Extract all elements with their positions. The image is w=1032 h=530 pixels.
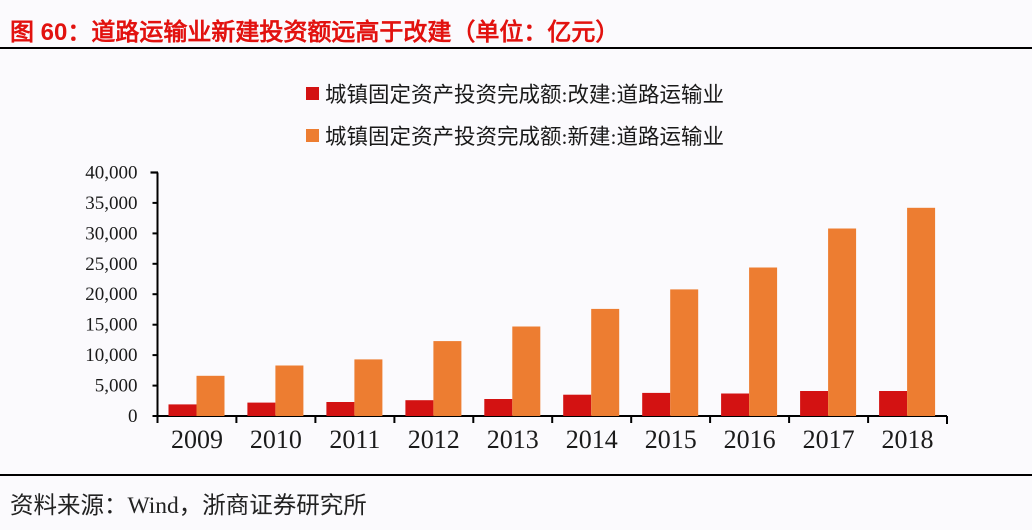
svg-text:2014: 2014 <box>566 425 618 454</box>
svg-text:2016: 2016 <box>724 425 776 454</box>
svg-text:2012: 2012 <box>408 425 460 454</box>
svg-text:30,000: 30,000 <box>85 223 137 244</box>
svg-text:0: 0 <box>128 406 138 427</box>
svg-text:20,000: 20,000 <box>85 284 137 305</box>
svg-text:2015: 2015 <box>645 425 697 454</box>
svg-text:25,000: 25,000 <box>85 254 137 275</box>
svg-text:35,000: 35,000 <box>85 193 137 214</box>
svg-text:2017: 2017 <box>803 425 855 454</box>
svg-text:40,000: 40,000 <box>85 163 137 184</box>
svg-text:10,000: 10,000 <box>85 345 137 366</box>
svg-text:2013: 2013 <box>487 425 539 454</box>
svg-text:2010: 2010 <box>250 425 302 454</box>
svg-text:15,000: 15,000 <box>85 315 137 336</box>
svg-text:2011: 2011 <box>329 425 380 454</box>
svg-text:2009: 2009 <box>171 425 223 454</box>
svg-text:2018: 2018 <box>882 425 934 454</box>
svg-text:5,000: 5,000 <box>95 376 138 397</box>
